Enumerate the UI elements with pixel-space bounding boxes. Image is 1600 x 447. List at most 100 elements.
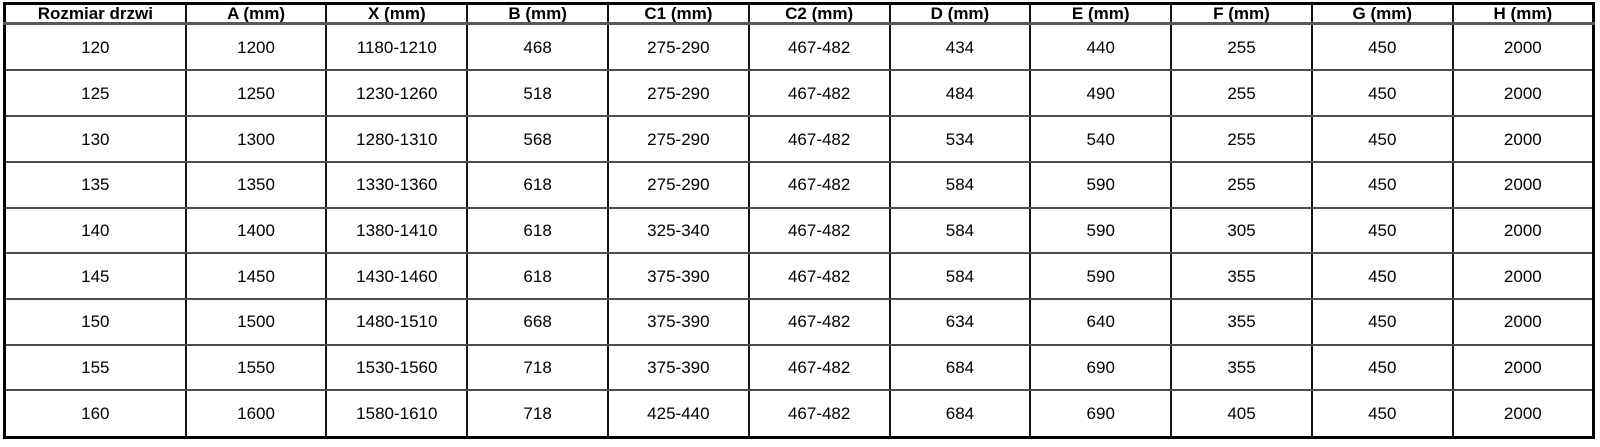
table-cell: 355 (1170, 343, 1313, 392)
table-cell: 135 (3, 160, 187, 209)
table-cell: 518 (466, 69, 609, 118)
table-body: 120 1200 1180-1210 468 275-290 467-482 434 440 2… (3, 22, 1595, 439)
column-header: D (mm) (888, 2, 1032, 25)
table-cell: 2000 (1451, 389, 1595, 439)
table-cell: 584 (888, 252, 1032, 301)
table-cell: 1550 (184, 343, 328, 392)
column-header: C2 (mm) (747, 2, 891, 25)
table-cell: 434 (888, 22, 1032, 72)
table-cell: 1250 (184, 69, 328, 118)
table-row: 120 1200 1180-1210 468 275-290 467-482 434 440 2… (3, 22, 1595, 72)
table-cell: 255 (1170, 69, 1313, 118)
table-cell: 1300 (184, 115, 328, 163)
table-cell: 145 (3, 252, 187, 301)
table-cell: 467-482 (747, 298, 891, 346)
door-size-spec-table: Rozmiar drzwi A (mm) X (mm) B (mm) C1 (mm) C2… (3, 2, 1595, 439)
table-cell: 584 (888, 206, 1032, 255)
table-cell: 1400 (184, 206, 328, 255)
table-row: 130 1300 1280-1310 568 275-290 467-482 534 540 2… (3, 115, 1595, 163)
table-cell: 1230-1260 (325, 69, 469, 118)
table-cell: 450 (1310, 343, 1454, 392)
table-cell: 1180-1210 (325, 22, 469, 72)
table-cell: 450 (1310, 298, 1454, 346)
table-row: 150 1500 1480-1510 668 375-390 467-482 634 640 3… (3, 298, 1595, 346)
table-cell: 425-440 (606, 389, 750, 439)
table-cell: 1450 (184, 252, 328, 301)
table-cell: 1280-1310 (325, 115, 469, 163)
table-cell: 634 (888, 298, 1032, 346)
table-row: 160 1600 1580-1610 718 425-440 467-482 684 690 4… (3, 389, 1595, 439)
table-cell: 450 (1310, 115, 1454, 163)
table-row: 140 1400 1380-1410 618 325-340 467-482 584 590 3… (3, 206, 1595, 255)
table-cell: 1480-1510 (325, 298, 469, 346)
table-cell: 690 (1029, 343, 1173, 392)
column-header: B (mm) (466, 2, 609, 25)
table-cell: 668 (466, 298, 609, 346)
table-cell: 590 (1029, 252, 1173, 301)
table-cell: 160 (3, 389, 187, 439)
table-cell: 467-482 (747, 69, 891, 118)
table-cell: 2000 (1451, 69, 1595, 118)
column-header: F (mm) (1170, 2, 1313, 25)
table-cell: 684 (888, 389, 1032, 439)
table-cell: 375-390 (606, 343, 750, 392)
table-cell: 450 (1310, 389, 1454, 439)
column-header: H (mm) (1451, 2, 1595, 25)
table-cell: 120 (3, 22, 187, 72)
table-cell: 1500 (184, 298, 328, 346)
column-header: E (mm) (1029, 2, 1173, 25)
table-row: 155 1550 1530-1560 718 375-390 467-482 684 690 3… (3, 343, 1595, 392)
table-cell: 590 (1029, 206, 1173, 255)
table-cell: 275-290 (606, 69, 750, 118)
table-row: 135 1350 1330-1360 618 275-290 467-482 584 590 2… (3, 160, 1595, 209)
table-cell: 255 (1170, 22, 1313, 72)
table-cell: 618 (466, 252, 609, 301)
table-cell: 467-482 (747, 343, 891, 392)
table-cell: 467-482 (747, 252, 891, 301)
table-cell: 2000 (1451, 115, 1595, 163)
table-header: Rozmiar drzwi A (mm) X (mm) B (mm) C1 (mm) C2… (3, 2, 1595, 25)
table-cell: 467-482 (747, 389, 891, 439)
table-cell: 718 (466, 343, 609, 392)
table-cell: 450 (1310, 206, 1454, 255)
table-cell: 355 (1170, 298, 1313, 346)
table-cell: 1200 (184, 22, 328, 72)
table-cell: 275-290 (606, 115, 750, 163)
table-cell: 1330-1360 (325, 160, 469, 209)
table-row: 145 1450 1430-1460 618 375-390 467-482 584 590 3… (3, 252, 1595, 301)
table-cell: 484 (888, 69, 1032, 118)
column-header: G (mm) (1310, 2, 1454, 25)
column-header: X (mm) (325, 2, 469, 25)
door-size-spec-table-wrap: Rozmiar drzwi A (mm) X (mm) B (mm) C1 (mm) C2… (3, 2, 1595, 439)
table-cell: 1530-1560 (325, 343, 469, 392)
table-cell: 450 (1310, 160, 1454, 209)
table-cell: 467-482 (747, 115, 891, 163)
table-cell: 450 (1310, 252, 1454, 301)
table-cell: 150 (3, 298, 187, 346)
table-cell: 2000 (1451, 298, 1595, 346)
table-cell: 1580-1610 (325, 389, 469, 439)
table-header-row: Rozmiar drzwi A (mm) X (mm) B (mm) C1 (mm) C2… (3, 2, 1595, 25)
table-cell: 584 (888, 160, 1032, 209)
table-cell: 490 (1029, 69, 1173, 118)
table-cell: 468 (466, 22, 609, 72)
table-cell: 467-482 (747, 22, 891, 72)
table-cell: 305 (1170, 206, 1313, 255)
table-cell: 467-482 (747, 206, 891, 255)
table-cell: 255 (1170, 160, 1313, 209)
table-cell: 140 (3, 206, 187, 255)
column-header: Rozmiar drzwi (3, 2, 187, 25)
table-cell: 325-340 (606, 206, 750, 255)
table-cell: 155 (3, 343, 187, 392)
table-cell: 640 (1029, 298, 1173, 346)
table-cell: 375-390 (606, 298, 750, 346)
table-cell: 2000 (1451, 22, 1595, 72)
table-cell: 450 (1310, 69, 1454, 118)
column-header: C1 (mm) (606, 2, 750, 25)
column-header: A (mm) (184, 2, 328, 25)
table-cell: 590 (1029, 160, 1173, 209)
table-cell: 2000 (1451, 206, 1595, 255)
table-cell: 2000 (1451, 160, 1595, 209)
table-cell: 2000 (1451, 252, 1595, 301)
table-cell: 255 (1170, 115, 1313, 163)
